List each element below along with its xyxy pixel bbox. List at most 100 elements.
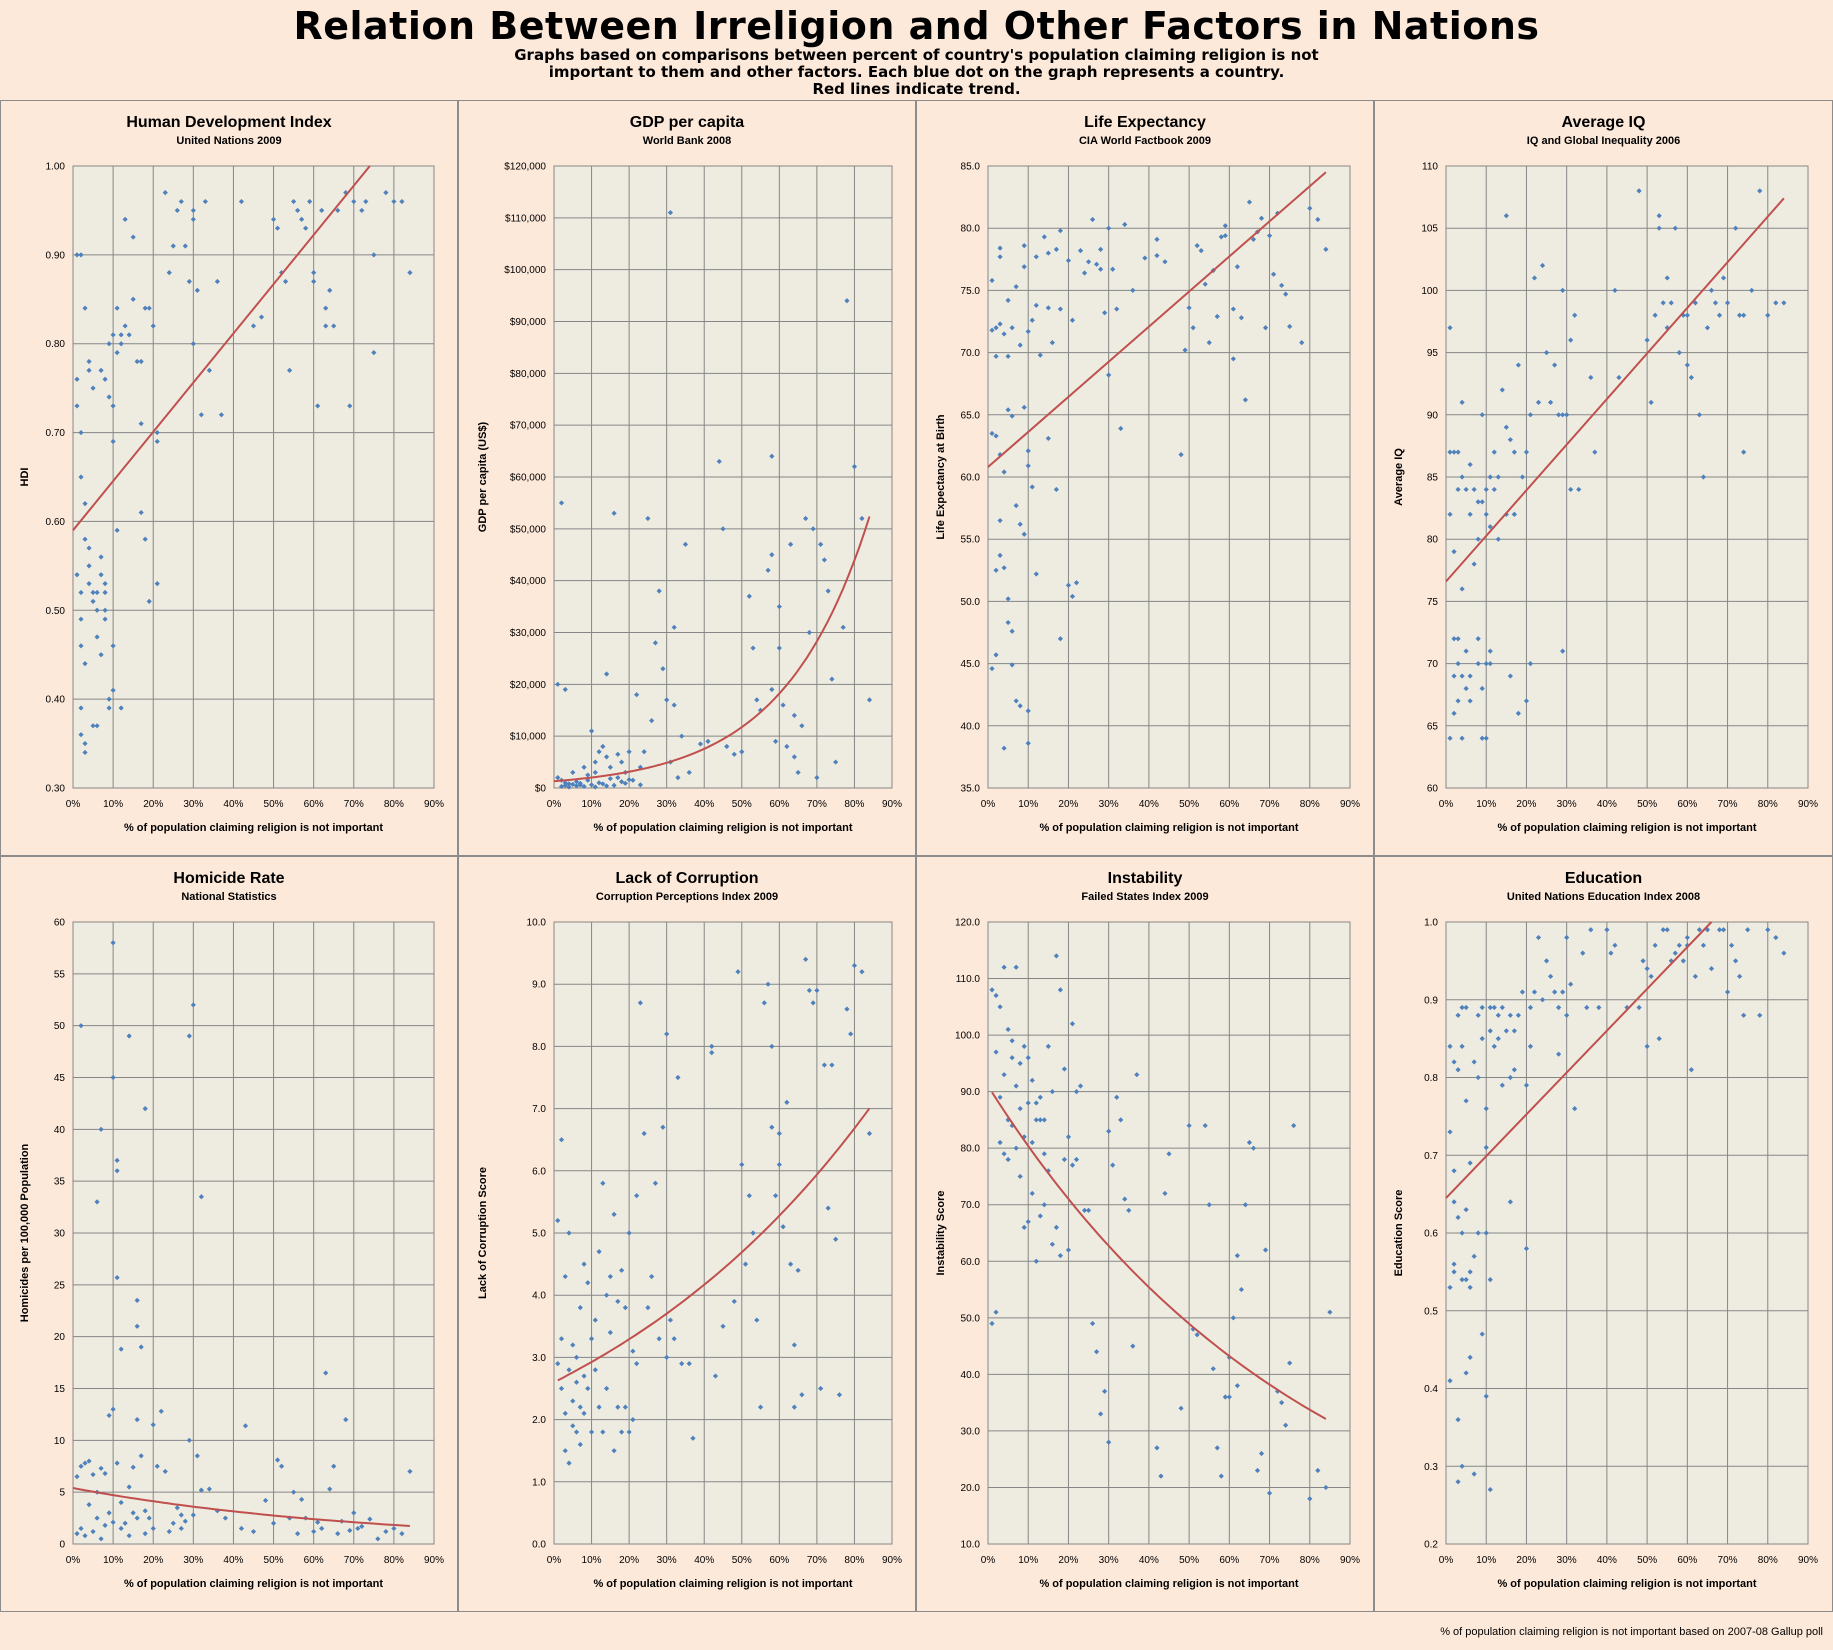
trend-line (1445, 921, 1713, 1199)
data-point (242, 1423, 249, 1429)
data-point (190, 216, 196, 222)
data-point (649, 718, 655, 724)
data-point (287, 367, 293, 373)
data-point (1451, 673, 1457, 679)
y-tick-label: $30,000 (510, 628, 547, 639)
x-tick-label: 10% (103, 799, 123, 810)
data-point (1118, 425, 1124, 432)
data-point (74, 572, 80, 578)
data-point (1704, 325, 1711, 331)
data-point (291, 198, 297, 205)
y-tick-label: 70 (1427, 659, 1439, 670)
data-point (1596, 1004, 1602, 1011)
data-point (1503, 424, 1509, 430)
data-point (1198, 247, 1204, 254)
trend-line (553, 516, 871, 783)
data-point (138, 1453, 144, 1459)
data-point (821, 1062, 827, 1068)
data-point (102, 1470, 108, 1477)
data-point (600, 1429, 606, 1435)
data-point (1250, 236, 1257, 242)
data-point (667, 210, 674, 216)
x-tick-label: 60% (1219, 1555, 1239, 1566)
data-point (1089, 216, 1096, 223)
data-point (1178, 1405, 1184, 1411)
data-point (1507, 437, 1513, 443)
y-tick-label: 20.0 (961, 1483, 981, 1494)
data-point (1057, 306, 1063, 312)
data-point (573, 783, 580, 789)
x-tick-label: 10% (1476, 799, 1496, 810)
x-tick-label: 20% (619, 1555, 639, 1566)
data-point (989, 277, 995, 284)
data-point (1451, 1168, 1457, 1174)
data-point (1463, 648, 1469, 654)
data-point (1459, 735, 1465, 741)
data-point (1222, 223, 1228, 229)
data-point (198, 412, 204, 418)
data-point (570, 1398, 576, 1404)
data-point (611, 1448, 617, 1454)
data-point (82, 749, 88, 756)
data-point (134, 1323, 140, 1329)
data-point (686, 1361, 692, 1367)
data-point (1154, 1445, 1160, 1451)
data-point (1094, 261, 1100, 267)
data-point (1749, 287, 1755, 293)
data-point (1560, 648, 1566, 654)
data-point (138, 509, 144, 516)
x-tick-label: 10% (582, 1555, 602, 1566)
data-point (214, 278, 220, 285)
data-point (573, 1354, 580, 1360)
data-point (716, 458, 722, 465)
data-point (359, 1523, 365, 1529)
data-point (1017, 342, 1023, 348)
y-tick-label: 90 (1427, 410, 1439, 421)
data-point (1471, 1059, 1477, 1065)
data-point (110, 687, 116, 693)
data-point (1081, 1207, 1088, 1213)
data-point (806, 987, 812, 994)
data-point (776, 1130, 782, 1137)
data-point (1700, 474, 1707, 480)
data-point (1250, 1145, 1257, 1151)
data-point (150, 1525, 156, 1532)
data-point (1652, 942, 1658, 948)
data-point (86, 581, 92, 587)
data-point (1202, 281, 1208, 287)
y-tick-label: 0 (59, 1540, 65, 1551)
data-point (1021, 1224, 1027, 1230)
data-point (1507, 673, 1513, 679)
data-point (1459, 399, 1465, 405)
data-point (645, 1305, 651, 1311)
data-point (1483, 1144, 1489, 1151)
data-point (780, 702, 786, 708)
x-axis-label: % of population claiming religion is not… (593, 822, 852, 834)
data-point (1475, 1012, 1481, 1018)
data-point (1471, 1471, 1477, 1477)
data-point (1733, 225, 1739, 231)
data-point (114, 305, 120, 311)
y-tick-label: 65.0 (961, 410, 981, 421)
x-tick-label: 0% (66, 1555, 81, 1566)
data-point (118, 1346, 124, 1352)
data-point (1475, 661, 1481, 667)
data-point (1005, 297, 1011, 303)
data-point (634, 1193, 640, 1199)
x-tick-label: 50% (1179, 1555, 1199, 1566)
footnote: % of population claiming religion is not… (1440, 1626, 1823, 1638)
y-tick-label: 80.0 (961, 224, 981, 235)
data-point (1154, 252, 1160, 259)
data-point (679, 733, 685, 739)
data-point (791, 1342, 797, 1348)
data-point (769, 1043, 775, 1049)
data-point (1283, 291, 1289, 297)
data-point (1045, 1043, 1051, 1049)
data-point (1539, 262, 1546, 269)
y-tick-label: $0 (535, 784, 547, 795)
y-tick-label: 4.0 (532, 1291, 546, 1302)
data-point (596, 780, 602, 786)
data-point (630, 1417, 636, 1423)
data-point (803, 956, 809, 962)
data-point (788, 541, 794, 547)
